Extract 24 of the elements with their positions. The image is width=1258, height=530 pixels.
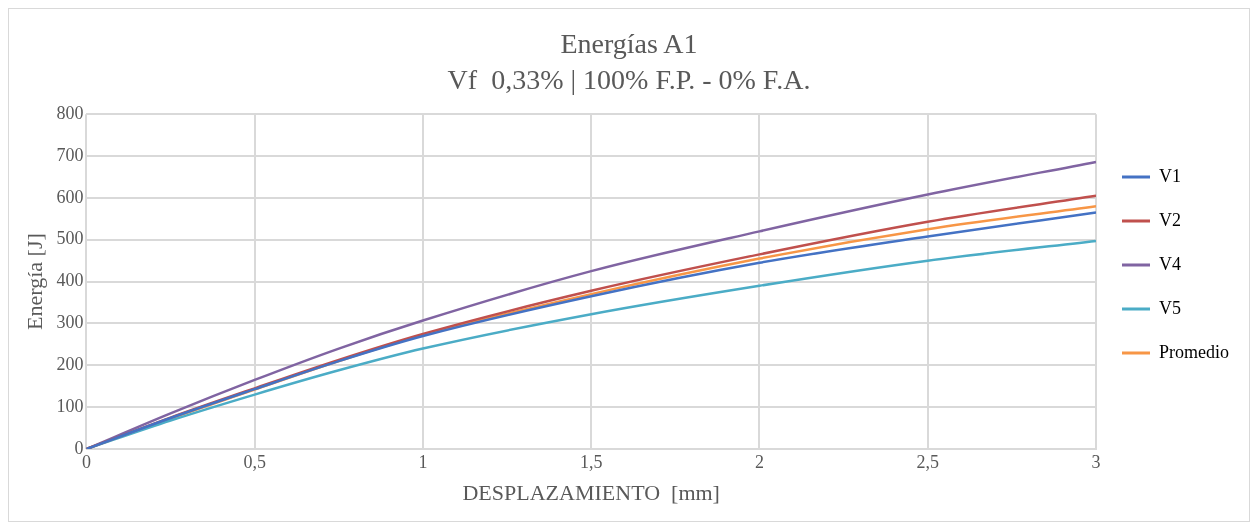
legend-label: V1 (1159, 165, 1181, 186)
y-tick-label: 700 (56, 144, 84, 165)
x-tick-label: 1,5 (579, 451, 603, 472)
y-tick-label: 800 (56, 102, 84, 123)
legend-label: V4 (1159, 253, 1181, 274)
x-tick-label: 2 (754, 451, 764, 472)
legend-label: V5 (1159, 297, 1181, 318)
x-tick-label: 3 (1091, 451, 1101, 472)
x-tick-label: 1 (418, 451, 428, 472)
x-tick-label: 0,5 (243, 451, 266, 472)
y-tick-label: 400 (56, 270, 84, 291)
legend-label: V2 (1159, 209, 1181, 230)
y-tick-label: 600 (56, 186, 84, 207)
chart-title: Energías A1 (560, 28, 698, 60)
y-tick-label: 0 (74, 437, 84, 458)
legend-label: Promedio (1159, 341, 1229, 362)
y-tick-label: 300 (56, 312, 84, 333)
x-axis-title: DESPLAZAMIENTO [mm] (462, 479, 720, 505)
x-tick-label: 2,5 (916, 451, 939, 472)
y-tick-label: 200 (56, 354, 84, 375)
chart-subtitle: Vf 0,33% | 100% F.P. - 0% F.A. (447, 63, 811, 95)
y-tick-label: 100 (56, 395, 84, 416)
y-tick-label: 500 (56, 228, 84, 249)
y-axis-title: Energía [J] (21, 233, 47, 330)
